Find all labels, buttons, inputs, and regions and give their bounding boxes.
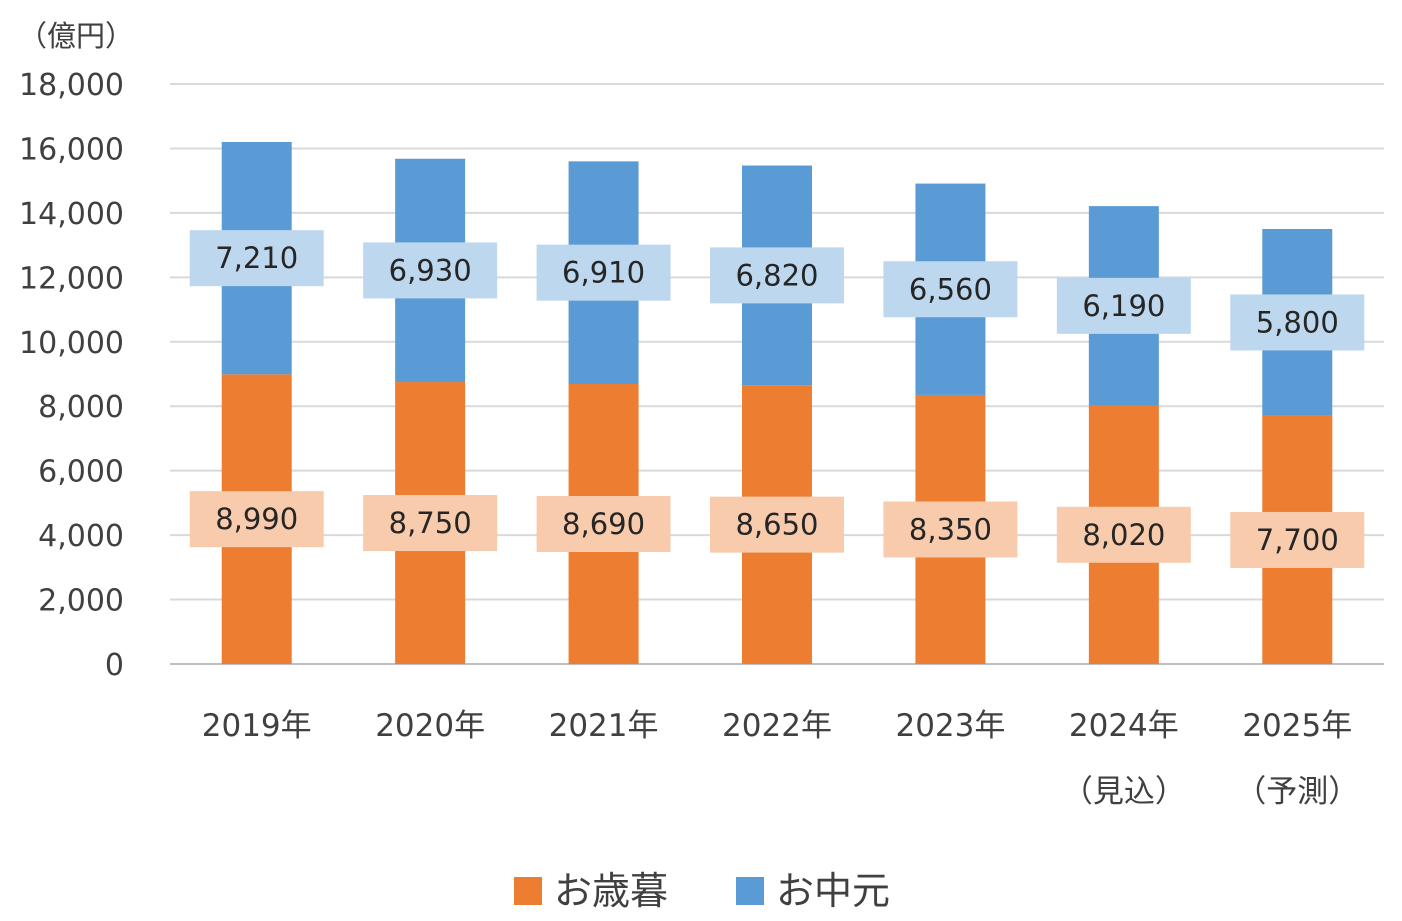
data-label: 8,020 — [1082, 518, 1165, 552]
legend-swatch — [514, 877, 542, 905]
data-label-background — [1056, 506, 1191, 563]
y-axis-ticks: 0 2,000 4,000 6,000 8,000 10,000 12,000 14,000 1… — [19, 68, 124, 683]
data-label-background — [1056, 277, 1191, 334]
data-label-background — [189, 230, 324, 287]
x-tick-label: （見込） — [1062, 774, 1186, 810]
legend-label: お中元 — [776, 869, 890, 913]
data-label: 8,690 — [562, 507, 645, 541]
x-tick-label: 2024年 — [1069, 708, 1179, 744]
y-tick-label: 10,000 — [19, 326, 124, 361]
x-tick-label: 2021年 — [549, 708, 659, 744]
y-tick-label: 0 — [105, 648, 124, 683]
data-label: 7,210 — [215, 241, 298, 275]
data-label: 6,560 — [909, 272, 992, 306]
data-labels: 8,990 7,210 8,750 6,930 8,690 6,910 8,650 6,820… — [189, 230, 1365, 568]
data-label-background — [363, 495, 498, 552]
legend-label: お歳暮 — [554, 869, 668, 913]
data-label-background — [189, 491, 324, 548]
x-tick-label: 2023年 — [895, 708, 1005, 744]
data-label: 6,820 — [735, 258, 818, 292]
y-tick-label: 14,000 — [19, 197, 124, 232]
data-label-background — [363, 242, 498, 299]
data-label: 6,910 — [562, 256, 645, 290]
x-axis-ticks: 2019年 2020年 2021年 2022年 2023年 2024年 （見込） 2025年 （… — [202, 708, 1360, 810]
data-label: 6,930 — [389, 253, 472, 287]
data-label-background — [883, 501, 1018, 558]
data-label: 7,700 — [1256, 523, 1339, 557]
data-label: 8,650 — [735, 508, 818, 542]
data-label-background — [710, 247, 844, 304]
data-label-background — [710, 496, 844, 553]
y-tick-label: 4,000 — [38, 519, 124, 554]
y-tick-label: 12,000 — [19, 261, 124, 296]
data-label-background — [1230, 294, 1365, 351]
y-tick-label: 16,000 — [19, 132, 124, 167]
data-label-background — [536, 244, 671, 301]
data-label-background — [1230, 511, 1365, 568]
legend: お歳暮 お中元 — [514, 869, 890, 913]
data-label: 5,800 — [1256, 305, 1339, 339]
x-tick-label: （予測） — [1235, 774, 1359, 810]
data-label: 6,190 — [1082, 289, 1165, 323]
x-tick-label: 2022年 — [722, 708, 832, 744]
y-tick-label: 8,000 — [38, 390, 124, 425]
x-tick-label: 2025年 — [1242, 708, 1352, 744]
data-label-background — [536, 495, 671, 552]
data-label: 8,350 — [909, 512, 992, 546]
data-label: 8,750 — [389, 506, 472, 540]
y-tick-label: 6,000 — [38, 455, 124, 490]
data-label: 8,990 — [215, 502, 298, 536]
data-label-background — [883, 261, 1018, 318]
x-tick-label: 2019年 — [202, 708, 312, 744]
y-tick-label: 18,000 — [19, 68, 124, 103]
x-tick-label: 2020年 — [375, 708, 485, 744]
y-axis-unit-label: （億円） — [18, 19, 134, 53]
legend-swatch — [736, 877, 764, 905]
bars — [221, 142, 1333, 664]
y-tick-label: 2,000 — [38, 584, 124, 619]
